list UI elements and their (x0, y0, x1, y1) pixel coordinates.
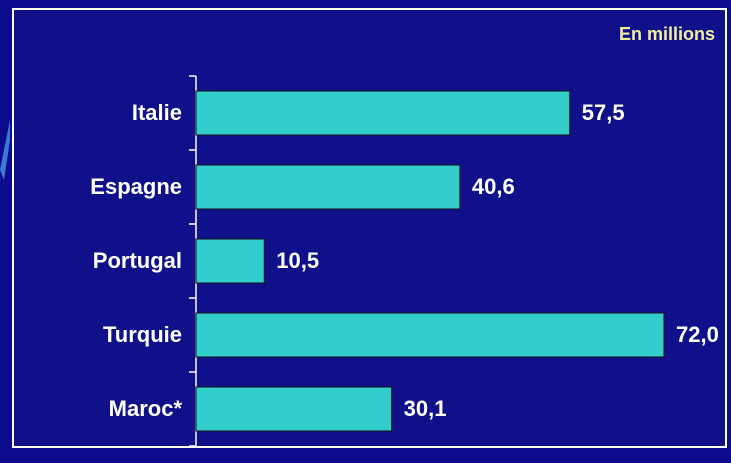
category-label: Maroc* (109, 396, 183, 421)
left-edge-decoration (0, 120, 10, 180)
chart-panel: En millions Italie 57,5 Espagne 40,6 Portuga… (12, 8, 727, 448)
value-label: 72,0 (676, 322, 719, 347)
value-label: 30,1 (404, 396, 447, 421)
value-label: 40,6 (472, 174, 515, 199)
bar-turquie (195, 312, 665, 358)
bar-maroc (195, 386, 393, 432)
unit-label: En millions (618, 24, 715, 44)
category-label: Portugal (93, 248, 182, 273)
bar-italie (195, 90, 571, 136)
value-label: 10,5 (276, 248, 319, 273)
category-label: Italie (132, 100, 182, 125)
bar-portugal (195, 238, 265, 284)
bar-espagne (195, 164, 461, 210)
category-label: Espagne (90, 174, 182, 199)
bar-chart: Italie 57,5 Espagne 40,6 Portugal 10,5 Turquie… (90, 75, 719, 446)
value-label: 57,5 (582, 100, 625, 125)
category-label: Turquie (103, 322, 182, 347)
